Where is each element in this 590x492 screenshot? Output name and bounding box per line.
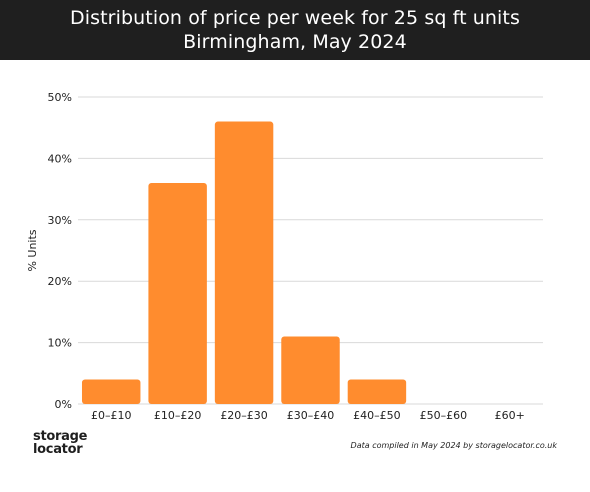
title-bar: Distribution of price per week for 25 sq… — [0, 0, 590, 60]
y-axis-ticks: 0% 10% 20% 30% 40% 50% — [48, 91, 72, 411]
x-tick-label: £60+ — [495, 409, 525, 422]
x-tick-label: £30–£40 — [287, 409, 335, 422]
storagelocator-logo: storage locator — [33, 430, 87, 456]
y-tick-label: 50% — [48, 91, 72, 104]
bar — [347, 379, 407, 404]
chart-subtitle: Birmingham, May 2024 — [183, 31, 407, 53]
chart-title: Distribution of price per week for 25 sq… — [70, 7, 520, 29]
bars — [81, 121, 407, 404]
y-tick-label: 40% — [48, 152, 72, 165]
source-note: Data compiled in May 2024 by storageloca… — [350, 441, 557, 450]
x-tick-label: £10–£20 — [154, 409, 202, 422]
logo-line-1: storage — [33, 429, 88, 444]
y-tick-label: 10% — [48, 337, 72, 350]
y-tick-label: 30% — [48, 214, 72, 227]
logo-line-2: locator — [33, 442, 83, 457]
bar — [281, 336, 340, 404]
x-axis-ticks: £0–£10 £10–£20 £20–£30 £30–£40 £40–£50 £50–£6… — [91, 409, 525, 422]
bar — [81, 379, 141, 404]
x-tick-label: £50–£60 — [420, 409, 468, 422]
x-tick-label: £0–£10 — [91, 409, 132, 422]
bar — [214, 121, 274, 404]
bar — [148, 182, 207, 404]
y-tick-label: 20% — [48, 275, 72, 288]
x-tick-label: £40–£50 — [353, 409, 401, 422]
y-tick-label: 0% — [55, 398, 72, 411]
x-tick-label: £20–£30 — [220, 409, 268, 422]
y-axis-title: % Units — [26, 229, 39, 271]
